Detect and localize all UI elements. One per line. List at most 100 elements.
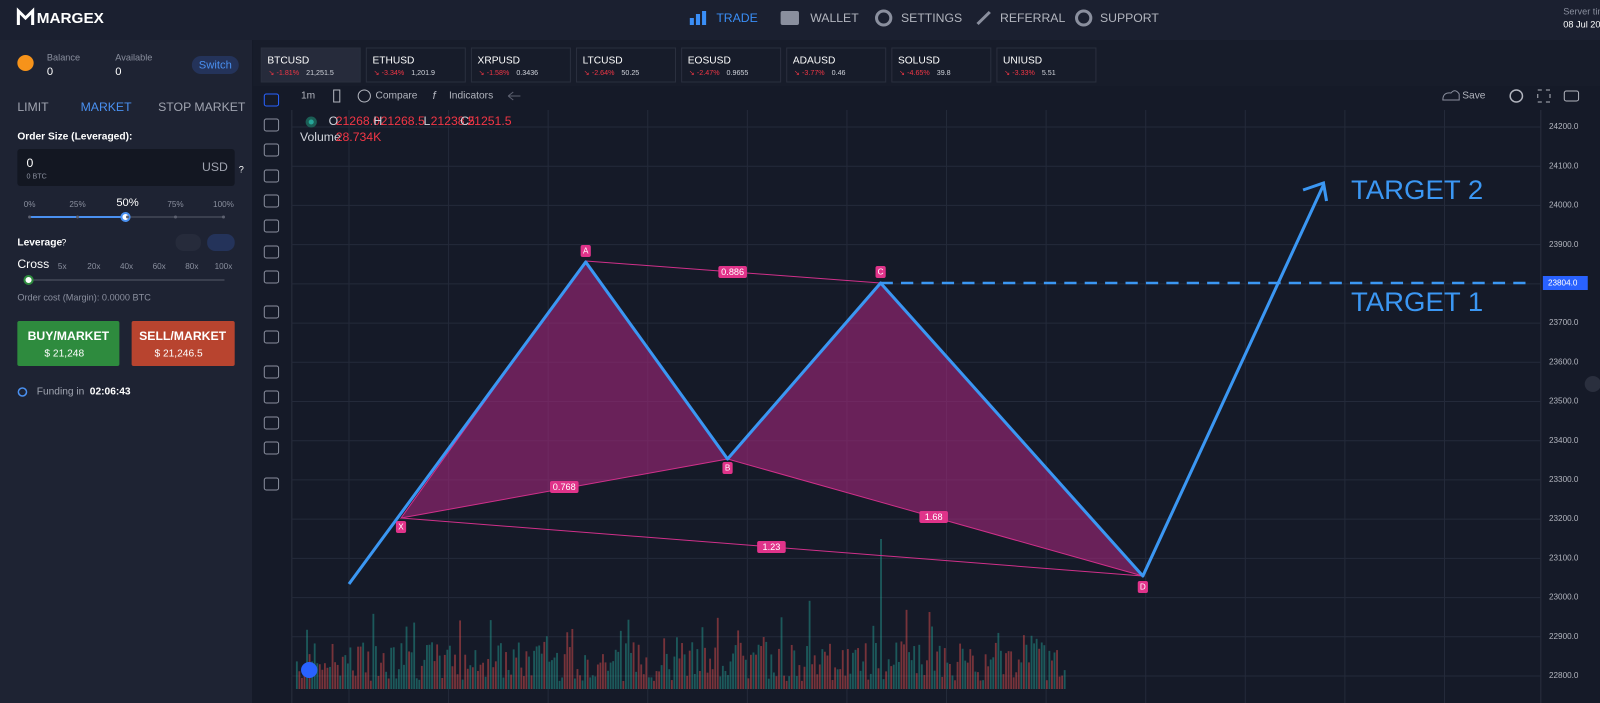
- volume-bar: [665, 653, 668, 689]
- volume-bar: [584, 655, 587, 689]
- tab-stop-market[interactable]: STOP MARKET: [158, 100, 246, 114]
- ticker-box[interactable]: [786, 47, 887, 83]
- size-step[interactable]: 75%: [167, 200, 183, 209]
- ticker-symbol[interactable]: UNIUSD: [1003, 56, 1042, 67]
- buy-button[interactable]: [17, 321, 120, 366]
- cloud-icon[interactable]: [1442, 90, 1460, 101]
- compare-icon[interactable]: [357, 89, 371, 103]
- interval[interactable]: 1m: [301, 91, 315, 102]
- cross-label[interactable]: Cross: [17, 257, 49, 271]
- volume-bar: [693, 673, 696, 689]
- volume-bar: [829, 643, 831, 689]
- volume-bar: [795, 676, 798, 689]
- drawing-tool[interactable]: [263, 270, 280, 284]
- leverage-step[interactable]: 60x: [153, 262, 166, 271]
- leverage-step[interactable]: 20x: [87, 262, 100, 271]
- drawing-tool[interactable]: [263, 390, 280, 404]
- volume-bar: [650, 677, 653, 689]
- order-help[interactable]: ?: [239, 164, 244, 174]
- order-input[interactable]: [17, 149, 235, 186]
- drawing-tool[interactable]: [263, 219, 280, 233]
- wallet-icon: [780, 11, 799, 25]
- ticker-box[interactable]: [891, 47, 992, 83]
- drawing-tool[interactable]: [263, 305, 280, 319]
- fullscreen-button[interactable]: [1537, 89, 1551, 103]
- ticker-box[interactable]: [365, 47, 466, 83]
- volume-bar: [920, 664, 923, 689]
- support-icon: [1075, 9, 1093, 27]
- switch-label[interactable]: Switch: [199, 59, 232, 71]
- ticker-box[interactable]: [681, 47, 782, 83]
- ratio-box: [718, 266, 747, 278]
- ticker-box[interactable]: [996, 47, 1097, 83]
- leverage-help[interactable]: ?: [61, 237, 66, 247]
- order-value[interactable]: 0: [27, 156, 34, 170]
- size-step[interactable]: 25%: [69, 200, 85, 209]
- tab-market[interactable]: MARKET: [81, 100, 133, 114]
- drawing-tool[interactable]: [263, 416, 280, 430]
- tab-limit[interactable]: LIMIT: [17, 100, 49, 114]
- settings-button[interactable]: [1509, 89, 1524, 103]
- ticker-box[interactable]: [260, 47, 361, 83]
- drawing-tool[interactable]: [263, 477, 280, 491]
- leverage-step[interactable]: 5x: [58, 262, 67, 271]
- leverage-knob[interactable]: [23, 275, 34, 285]
- ticker-box[interactable]: [576, 47, 677, 83]
- drawing-tool[interactable]: [263, 330, 280, 344]
- ticker-symbol[interactable]: ADAUSD: [793, 56, 836, 67]
- switch-button[interactable]: [191, 56, 239, 74]
- sell-button[interactable]: [131, 321, 235, 366]
- size-step[interactable]: 0%: [24, 200, 36, 209]
- size-step[interactable]: 50%: [116, 197, 139, 209]
- drawing-tool[interactable]: [263, 441, 280, 455]
- ticker-symbol[interactable]: EOSUSD: [688, 56, 731, 67]
- ticker-symbol[interactable]: BTCUSD: [267, 56, 309, 67]
- indicators[interactable]: Indicators: [449, 91, 493, 102]
- undo-icon[interactable]: [507, 91, 521, 101]
- nav-item[interactable]: REFERRAL: [1000, 11, 1066, 25]
- volume-bar: [607, 670, 609, 689]
- nav-item[interactable]: SETTINGS: [901, 11, 962, 25]
- leverage-step[interactable]: 80x: [185, 262, 198, 271]
- leverage-step[interactable]: 100x: [215, 262, 233, 271]
- nav-item[interactable]: SUPPORT: [1100, 11, 1160, 25]
- volume-bar: [563, 654, 566, 689]
- volume-bar: [984, 654, 987, 689]
- leverage-slider-toggle[interactable]: [207, 234, 235, 251]
- drawing-tool[interactable]: [263, 365, 280, 379]
- drawing-tool[interactable]: [263, 245, 280, 259]
- drawing-tool[interactable]: [263, 118, 280, 132]
- leverage-step[interactable]: 40x: [120, 262, 133, 271]
- sell-price[interactable]: $ 21,246.5: [154, 349, 203, 360]
- nav-item[interactable]: TRADE: [716, 11, 757, 25]
- ticker-symbol[interactable]: XRPUSD: [478, 56, 521, 67]
- ticker-box[interactable]: [470, 47, 571, 83]
- buy-price[interactable]: $ 21,248: [44, 349, 84, 360]
- fx-icon[interactable]: f: [433, 90, 438, 102]
- drawing-tool[interactable]: [263, 194, 280, 208]
- ticker-symbol[interactable]: SOLUSD: [898, 56, 940, 67]
- drawing-tool[interactable]: [263, 169, 280, 183]
- size-knob[interactable]: [120, 212, 131, 222]
- available-label: Available: [115, 52, 152, 62]
- drawing-tool[interactable]: [263, 93, 280, 107]
- save[interactable]: Save: [1462, 91, 1486, 102]
- volume-bar: [456, 674, 459, 689]
- sell-label[interactable]: SELL/MARKET: [139, 329, 227, 343]
- ticker-symbol[interactable]: ETHUSD: [372, 56, 414, 67]
- snapshot-button[interactable]: [1563, 90, 1580, 102]
- compare[interactable]: Compare: [376, 91, 418, 102]
- ticker-symbol[interactable]: LTCUSD: [583, 56, 623, 67]
- nav-item[interactable]: WALLET: [810, 11, 859, 25]
- size-dot: [221, 215, 225, 219]
- size-dot: [173, 215, 178, 219]
- scroll-button[interactable]: [1584, 376, 1600, 392]
- leverage-edit[interactable]: [175, 234, 202, 251]
- buy-label[interactable]: BUY/MARKET: [28, 329, 110, 343]
- volume-bar: [525, 651, 528, 689]
- volume-bar: [380, 662, 382, 689]
- size-step[interactable]: 100%: [213, 200, 234, 209]
- drawing-tool[interactable]: [263, 143, 280, 157]
- volume-bar: [1058, 676, 1061, 689]
- candle-icon[interactable]: [333, 89, 341, 103]
